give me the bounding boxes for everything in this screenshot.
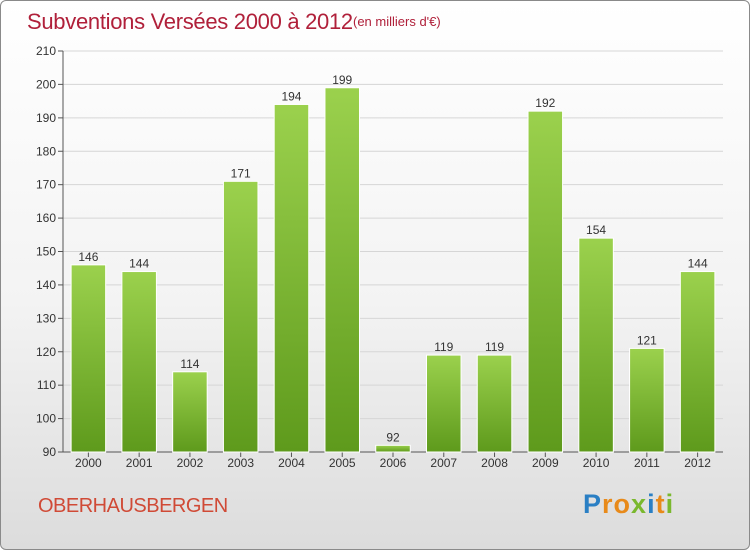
bar [578,237,614,453]
data-label: 144 [688,257,708,271]
bar [172,371,208,453]
bar [476,354,513,453]
data-label: 119 [434,340,453,354]
data-label: 171 [231,166,251,180]
y-tick-label: 160 [36,211,56,225]
bars [70,87,716,453]
y-tick-label: 90 [43,445,57,459]
data-label: 146 [78,250,98,264]
bar [375,444,411,453]
logo-letter: r [602,489,614,519]
bar [70,264,107,453]
y-tick-label: 150 [36,245,56,259]
logo-letter: i [665,489,675,519]
logo-letter: P [583,489,603,519]
x-tick-label: 2002 [177,456,204,470]
y-tick-label: 110 [37,378,56,392]
y-tick-label: 100 [36,412,56,426]
bar [629,347,665,453]
data-label: 114 [180,357,199,371]
y-tick-label: 180 [36,144,56,158]
y-tick-label: 170 [36,178,56,192]
x-tick-label: 2009 [532,456,559,470]
bar [273,103,310,453]
y-tick-label: 190 [36,111,56,125]
y-tick-label: 140 [36,278,56,292]
bar [324,87,360,453]
logo-letter: x [631,489,648,519]
axes [58,50,723,457]
x-tick-label: 2003 [227,456,254,470]
proxiti-logo: Proxiti [583,489,674,520]
data-label: 154 [586,223,606,237]
bar [679,271,716,453]
logo-letter: o [613,489,632,519]
data-label: 199 [332,73,352,87]
chart-title: Subventions Versées 2000 à 2012 [27,9,353,34]
x-tick-label: 2007 [430,456,457,470]
bar [222,180,259,453]
x-tick-label: 2012 [684,456,711,470]
x-tick-label: 2005 [329,456,356,470]
data-label: 119 [485,340,504,354]
data-label: 192 [535,96,555,110]
data-label: 121 [637,333,657,347]
labels: 90 100 110 120 130 140 150 160 170 180 190 200 210 14… [36,44,711,470]
data-label: 144 [129,257,149,271]
chart-subtitle: (en milliers d'€) [353,14,441,29]
y-tick-label: 200 [36,77,56,91]
commune-name: OBERHAUSBERGEN [38,495,228,517]
data-label: 194 [281,89,301,103]
data-label: 92 [386,430,400,444]
bar [527,110,564,453]
x-tick-label: 2011 [634,456,660,470]
x-tick-label: 2010 [583,456,610,470]
x-tick-label: 2000 [75,456,102,470]
logo-letter: i [647,489,656,519]
y-tick-label: 120 [36,345,56,359]
x-tick-label: 2006 [380,456,407,470]
x-tick-label: 2004 [278,456,305,470]
gridlines [63,50,723,420]
x-tick-label: 2001 [126,456,153,470]
y-tick-label: 210 [36,44,56,58]
bar [121,271,157,453]
y-tick-label: 130 [36,311,56,325]
logo-letter: t [655,489,666,519]
bar [426,354,462,453]
x-tick-label: 2008 [481,456,508,470]
